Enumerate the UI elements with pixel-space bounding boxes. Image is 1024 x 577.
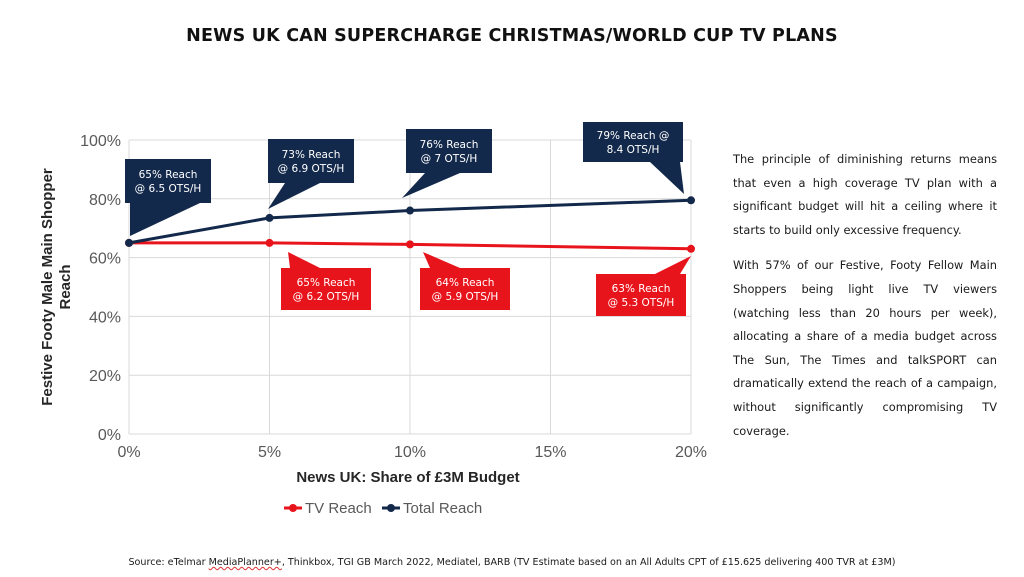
- total-reach-line: [128, 198, 692, 245]
- callout-label: 65% Reach: [139, 169, 198, 181]
- y-tick-label: 60%: [89, 251, 121, 268]
- callout-pointer: [288, 252, 320, 268]
- commentary: The principle of diminishing returns mea…: [733, 148, 997, 455]
- legend-label-tv-reach: TV Reach: [305, 500, 372, 517]
- callout-label: @ 5.9 OTS/H: [432, 291, 499, 303]
- legend-marker-tv-reach: [289, 504, 297, 512]
- callout-label: 8.4 OTS/H: [607, 144, 660, 156]
- tv-reach-point: [406, 240, 414, 249]
- y-axis-title: Festive Footy Male Main ShopperReach: [39, 168, 74, 406]
- callout-label: @ 6.9 OTS/H: [278, 163, 345, 175]
- y-tick-label: 100%: [80, 133, 121, 150]
- callout-box: [281, 268, 371, 310]
- tv-reach-point: [265, 238, 274, 247]
- total-reach-point: [125, 238, 133, 247]
- y-axis-title-line: Festive Footy Male Main Shopper: [39, 168, 56, 406]
- callout-pointer: [268, 183, 320, 209]
- callout-pointer: [650, 162, 684, 194]
- source-underlined-term: MediaPlanner+: [208, 557, 282, 568]
- callout-box: [583, 122, 683, 162]
- callout-box: [268, 139, 354, 183]
- y-tick-label: 80%: [89, 192, 121, 209]
- y-tick-label: 0%: [98, 427, 121, 444]
- callout-label: @ 7 OTS/H: [421, 153, 478, 165]
- callout-label: @ 6.2 OTS/H: [293, 291, 360, 303]
- callout-label: @ 5.3 OTS/H: [608, 297, 675, 309]
- callout-box: [125, 159, 211, 203]
- callout-pointer: [655, 256, 691, 274]
- callout-pointer: [423, 252, 460, 268]
- callout-label: 64% Reach: [436, 277, 495, 289]
- page-title: NEWS UK CAN SUPERCHARGE CHRISTMAS/WORLD …: [186, 26, 838, 46]
- callout-pointer: [130, 203, 200, 236]
- y-tick-label: 20%: [89, 368, 121, 385]
- callout-label: 63% Reach: [612, 283, 671, 295]
- x-axis-title: News UK: Share of £3M Budget: [296, 469, 519, 486]
- total-reach-point: [265, 213, 274, 222]
- callout-label: @ 6.5 OTS/H: [135, 183, 202, 195]
- callout-box: [420, 268, 510, 310]
- tv-reach-line: [129, 241, 692, 251]
- callout-label: 73% Reach: [282, 149, 341, 161]
- callout-label: 79% Reach @: [597, 130, 670, 142]
- callout-label: 76% Reach: [420, 139, 479, 151]
- commentary-paragraph-2: With 57% of our Festive, Footy Fellow Ma…: [733, 258, 997, 438]
- y-tick-label: 40%: [89, 309, 121, 326]
- source-suffix: , Thinkbox, TGI GB March 2022, Mediatel,…: [281, 557, 896, 568]
- callout-pointer: [402, 173, 460, 198]
- x-tick-label: 15%: [534, 444, 566, 461]
- x-tick-label: 10%: [394, 444, 426, 461]
- callout-label: 65% Reach: [297, 277, 356, 289]
- legend-label-total-reach: Total Reach: [403, 500, 482, 517]
- source-footnote: Source: eTelmar MediaPlanner+, Thinkbox,…: [0, 557, 1024, 568]
- legend-marker-total-reach: [387, 504, 395, 512]
- x-tick-label: 20%: [675, 444, 707, 461]
- total-reach-point: [406, 206, 414, 215]
- commentary-paragraph-1: The principle of diminishing returns mea…: [733, 152, 997, 237]
- callout-box: [596, 274, 686, 316]
- total-reach-point: [687, 196, 695, 205]
- tv-reach-point: [687, 244, 695, 253]
- y-axis-title-line: Reach: [57, 264, 74, 309]
- x-tick-label: 0%: [117, 444, 140, 461]
- source-prefix: Source: eTelmar: [128, 557, 209, 568]
- x-tick-label: 5%: [258, 444, 281, 461]
- callout-box: [406, 129, 492, 173]
